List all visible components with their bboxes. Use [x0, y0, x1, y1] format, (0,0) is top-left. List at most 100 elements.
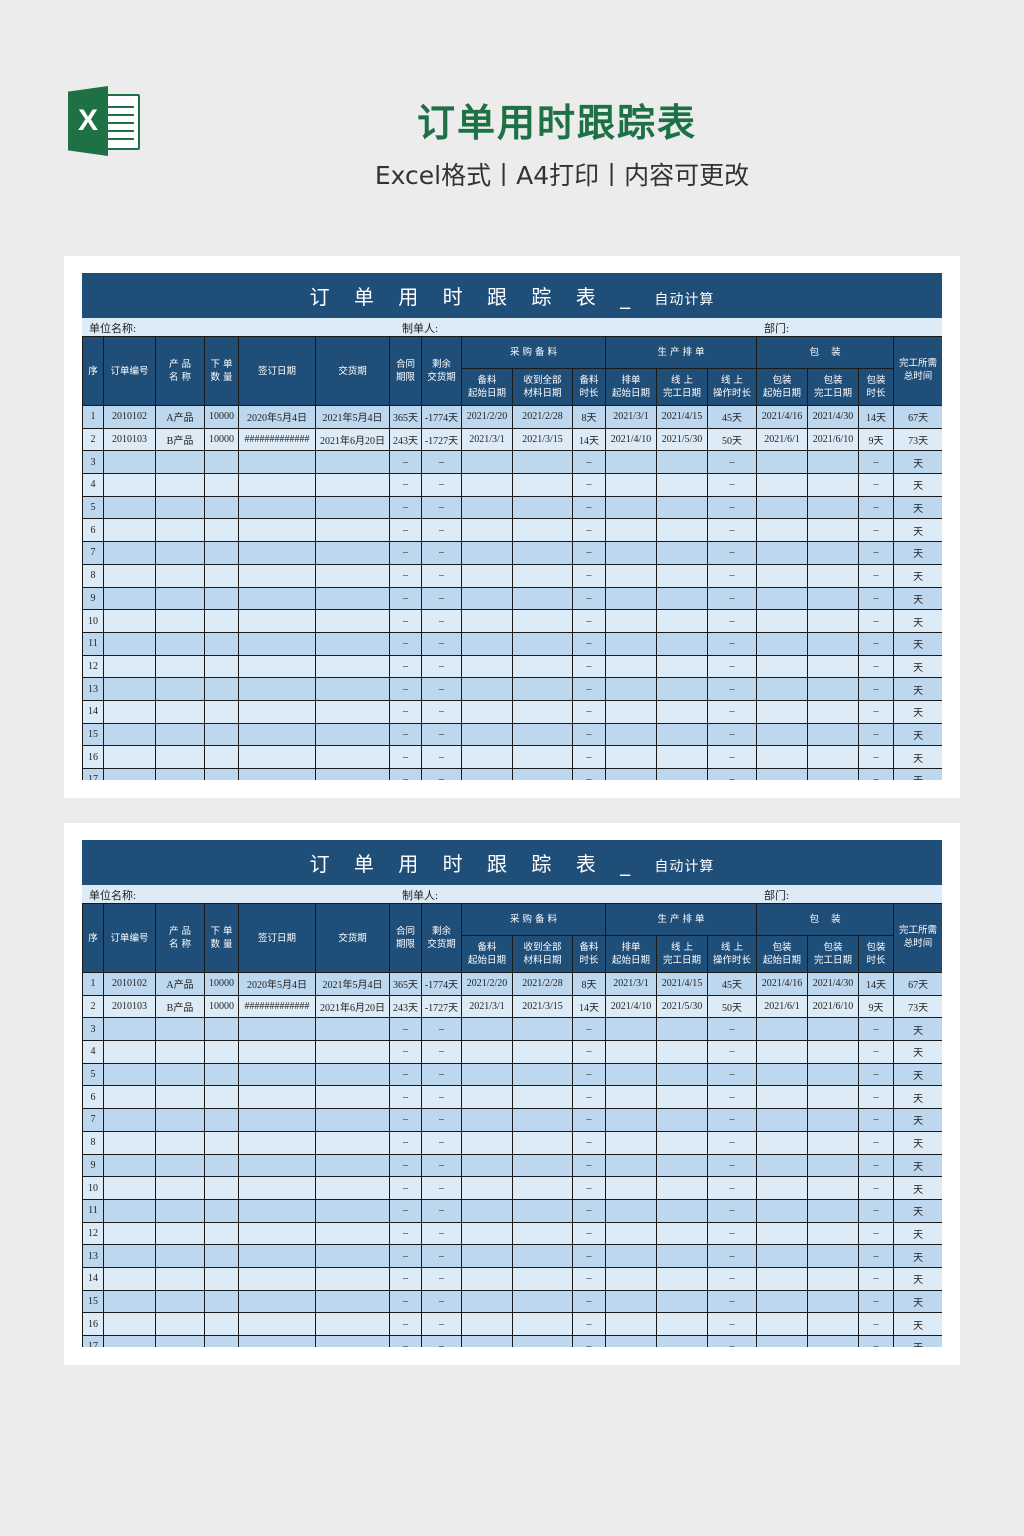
table-cell[interactable]: – — [858, 1040, 895, 1064]
table-cell[interactable] — [605, 541, 658, 565]
table-cell[interactable]: – — [571, 1244, 607, 1268]
table-cell[interactable] — [807, 1040, 860, 1064]
table-cell[interactable] — [807, 563, 860, 588]
table-cell[interactable] — [315, 1108, 390, 1132]
table-cell[interactable] — [605, 1153, 658, 1178]
table-cell[interactable]: 1 — [82, 972, 104, 996]
table-cell[interactable]: 天 — [893, 1266, 942, 1291]
table-cell[interactable] — [807, 1062, 860, 1087]
table-cell[interactable] — [315, 541, 390, 565]
table-cell[interactable] — [238, 495, 316, 520]
table-cell[interactable]: – — [707, 1335, 758, 1347]
table-cell[interactable]: – — [858, 1221, 895, 1246]
table-cell[interactable] — [605, 654, 658, 679]
table-cell[interactable] — [512, 1198, 573, 1223]
table-cell[interactable] — [238, 473, 316, 497]
table-cell[interactable]: 天 — [893, 495, 942, 520]
table-cell[interactable] — [238, 745, 316, 769]
table-cell[interactable] — [756, 473, 809, 497]
table-cell[interactable] — [512, 1040, 573, 1064]
table-cell[interactable]: – — [858, 1130, 895, 1155]
table-cell[interactable]: 天 — [893, 563, 942, 588]
table-cell[interactable]: 11 — [82, 631, 104, 656]
table-cell[interactable]: 9天 — [858, 994, 895, 1019]
table-cell[interactable]: – — [707, 495, 758, 520]
table-cell[interactable]: – — [707, 586, 758, 611]
table-cell[interactable]: – — [858, 631, 895, 656]
table-cell[interactable]: 8天 — [571, 405, 607, 429]
table-cell[interactable] — [103, 1221, 156, 1246]
table-cell[interactable] — [238, 1312, 316, 1336]
table-cell[interactable] — [204, 1062, 239, 1087]
table-cell[interactable] — [315, 745, 390, 769]
table-cell[interactable] — [204, 768, 239, 780]
table-cell[interactable] — [238, 1130, 316, 1155]
table-cell[interactable] — [512, 1266, 573, 1291]
table-cell[interactable]: 11 — [82, 1198, 104, 1223]
table-cell[interactable] — [756, 563, 809, 588]
table-cell[interactable]: 2021/3/15 — [512, 994, 573, 1019]
table-cell[interactable] — [204, 1108, 239, 1132]
table-cell[interactable] — [807, 1221, 860, 1246]
table-cell[interactable]: – — [571, 1266, 607, 1291]
table-cell[interactable]: – — [571, 473, 607, 497]
table-cell[interactable] — [756, 495, 809, 520]
table-cell[interactable] — [656, 1266, 709, 1291]
table-cell[interactable] — [605, 518, 658, 543]
table-cell[interactable] — [656, 1108, 709, 1132]
table-cell[interactable] — [512, 768, 573, 780]
table-cell[interactable] — [807, 1085, 860, 1110]
table-cell[interactable]: 2021/4/10 — [605, 427, 658, 452]
table-cell[interactable]: 10 — [82, 1176, 104, 1200]
table-cell[interactable] — [807, 699, 860, 724]
table-cell[interactable] — [656, 1198, 709, 1223]
table-cell[interactable] — [605, 631, 658, 656]
table-cell[interactable] — [315, 1221, 390, 1246]
table-cell[interactable]: 天 — [893, 450, 942, 475]
table-cell[interactable] — [461, 1130, 513, 1155]
table-cell[interactable] — [155, 1244, 205, 1268]
table-cell[interactable] — [155, 609, 205, 633]
table-cell[interactable]: – — [707, 1312, 758, 1336]
table-cell[interactable]: – — [571, 699, 607, 724]
table-cell[interactable] — [605, 1062, 658, 1087]
table-cell[interactable] — [656, 1130, 709, 1155]
table-cell[interactable] — [155, 541, 205, 565]
table-cell[interactable] — [315, 586, 390, 611]
table-cell[interactable] — [155, 631, 205, 656]
table-cell[interactable]: – — [707, 541, 758, 565]
table-cell[interactable]: – — [571, 1312, 607, 1336]
table-cell[interactable]: – — [389, 1266, 422, 1291]
table-cell[interactable] — [155, 1130, 205, 1155]
table-cell[interactable] — [204, 1153, 239, 1178]
table-cell[interactable] — [103, 1176, 156, 1200]
table-cell[interactable]: – — [571, 1221, 607, 1246]
table-cell[interactable] — [155, 1266, 205, 1291]
table-cell[interactable]: – — [707, 1040, 758, 1064]
table-cell[interactable]: 8 — [82, 563, 104, 588]
table-cell[interactable] — [656, 450, 709, 475]
table-cell[interactable] — [656, 1312, 709, 1336]
table-cell[interactable] — [461, 1266, 513, 1291]
table-cell[interactable]: 天 — [893, 677, 942, 701]
table-cell[interactable] — [103, 654, 156, 679]
table-cell[interactable] — [605, 586, 658, 611]
table-cell[interactable]: 天 — [893, 609, 942, 633]
table-cell[interactable] — [204, 654, 239, 679]
table-cell[interactable]: 16 — [82, 745, 104, 769]
table-cell[interactable]: 67天 — [893, 405, 942, 429]
table-cell[interactable]: 50天 — [707, 994, 758, 1019]
table-cell[interactable] — [461, 699, 513, 724]
table-cell[interactable] — [238, 1108, 316, 1132]
table-cell[interactable] — [103, 609, 156, 633]
table-cell[interactable] — [315, 1176, 390, 1200]
table-cell[interactable] — [155, 1289, 205, 1314]
table-cell[interactable]: – — [389, 1221, 422, 1246]
table-cell[interactable] — [807, 1108, 860, 1132]
table-cell[interactable] — [656, 518, 709, 543]
table-cell[interactable]: – — [571, 677, 607, 701]
table-cell[interactable]: – — [707, 654, 758, 679]
table-cell[interactable] — [103, 677, 156, 701]
table-cell[interactable] — [103, 1335, 156, 1347]
table-cell[interactable] — [103, 586, 156, 611]
